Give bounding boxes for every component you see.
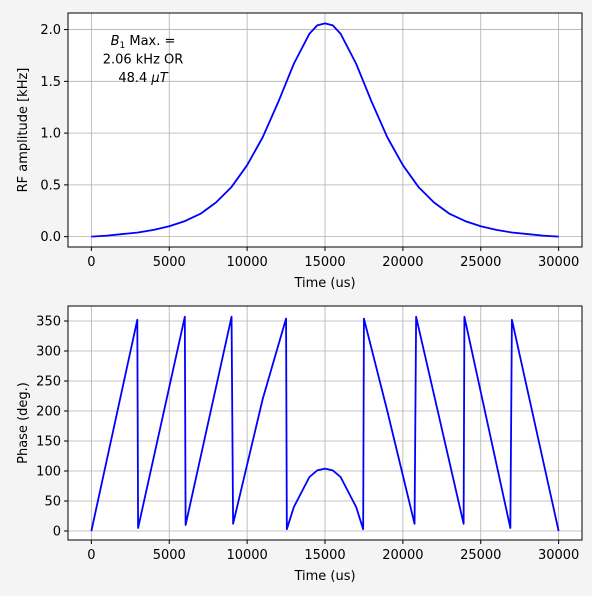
x-tick-label: 15000 [304,255,345,270]
y-axis-label: RF amplitude [kHz] [16,68,31,193]
y-tick-label: 0.0 [40,230,61,245]
annotation-line: 2.06 kHz OR [103,53,184,68]
x-tick-label: 0 [87,548,95,563]
x-tick-label: 5000 [153,255,186,270]
y-tick-label: 200 [36,405,61,420]
series-line [91,22,559,238]
y-tick-label: 1.5 [40,75,61,90]
x-tick-label: 20000 [382,255,423,270]
x-axis-label: Time (us) [293,276,355,291]
x-tick-label: 10000 [226,548,267,563]
phase-chart: 0 5000 10000 15000 20000 25000 30000 0 50 100 150 2… [16,305,583,584]
annotation-line: 48.4 μT [118,71,168,86]
rf-amplitude-chart: 0 5000 10000 15000 20000 25000 30000 0.0 0.5 1.0 1… [16,12,583,291]
y-tick-label: 300 [36,345,61,360]
y-tick-label: 150 [36,435,61,450]
x-tick-label: 20000 [382,548,423,563]
x-tick-label: 0 [87,255,95,270]
y-tick-label: 250 [36,375,61,390]
x-tick-label: 25000 [460,255,501,270]
x-tick-label: 10000 [226,255,267,270]
y-tick-label: 2.0 [40,23,61,38]
y-tick-label: 1.0 [40,127,61,142]
y-tick-label: 0 [53,525,61,540]
y-tick-label: 350 [36,315,61,330]
y-tick-label: 100 [36,465,61,480]
annotation-line: B1 Max. = [111,34,176,51]
x-tick-label: 30000 [538,548,579,563]
series-line [90,315,560,532]
y-tick-label: 50 [44,495,61,510]
y-axis-label: Phase (deg.) [16,382,31,464]
x-tick-label: 15000 [304,548,345,563]
y-tick-label: 0.5 [40,178,61,193]
x-axis-label: Time (us) [293,569,355,584]
x-tick-label: 25000 [460,548,501,563]
x-tick-label: 5000 [153,548,186,563]
x-tick-label: 30000 [538,255,579,270]
